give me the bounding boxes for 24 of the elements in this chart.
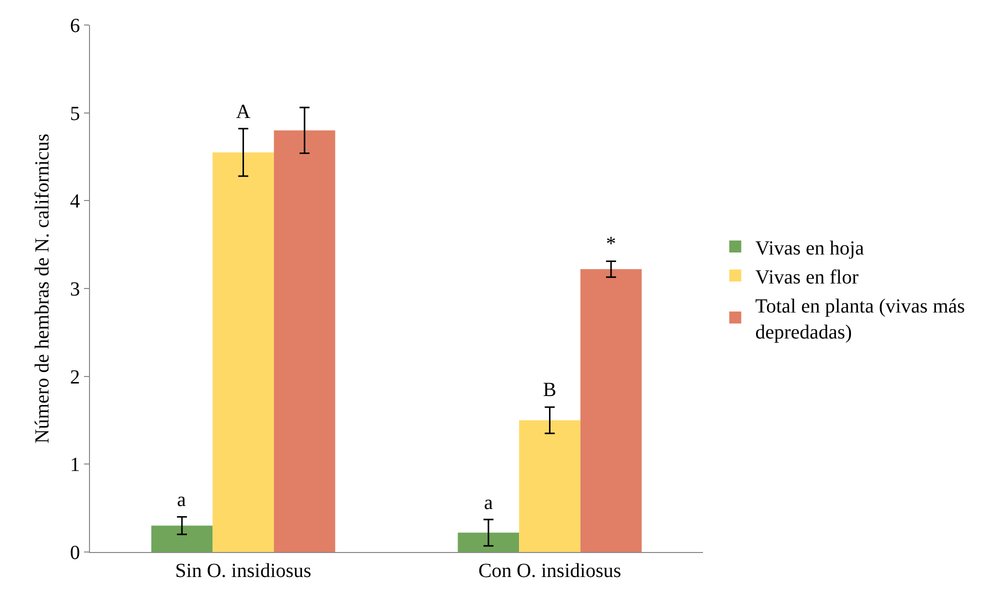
data-label: a: [484, 492, 493, 514]
y-tick-label: 3: [70, 278, 80, 300]
y-tick-label: 1: [70, 454, 80, 476]
legend-label: Vivas en hoja: [755, 237, 864, 260]
y-tick-label: 6: [70, 15, 80, 37]
y-tick-label: 5: [70, 102, 80, 125]
bar: [519, 420, 580, 552]
y-tick-label: 0: [70, 542, 80, 564]
bar: [458, 532, 520, 552]
bar: [151, 526, 213, 552]
y-tick-label: 2: [70, 366, 80, 388]
data-label: B: [543, 379, 556, 401]
data-label: A: [236, 101, 251, 123]
y-axis-title: Número de hembras de N. californicus: [32, 133, 54, 444]
legend-label: Total en planta (vivas más depredadas): [755, 295, 966, 344]
bar: [274, 130, 336, 552]
bar: [580, 269, 642, 552]
data-label: *: [606, 233, 616, 255]
legend-label: Vivas en flor: [755, 266, 859, 288]
data-label: a: [177, 489, 186, 511]
x-tick-label: Sin O. insidiosus: [175, 560, 312, 582]
bar: [212, 152, 274, 552]
x-tick-label: Con O. insidiosus: [478, 560, 622, 582]
y-tick-label: 4: [70, 190, 80, 213]
